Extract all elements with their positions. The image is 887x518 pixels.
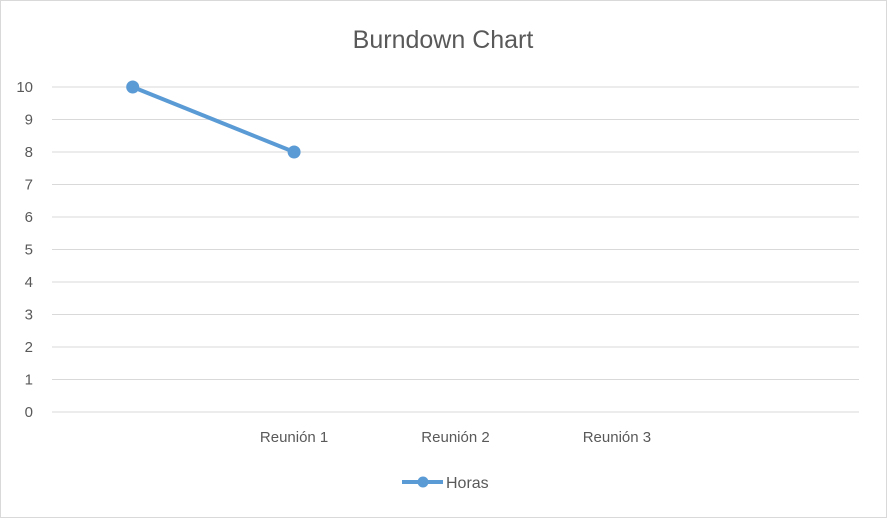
legend: Horas (402, 475, 489, 492)
chart-title: Burndown Chart (353, 26, 534, 54)
x-tick-label: Reunión 3 (583, 429, 651, 446)
y-tick-label: 2 (25, 339, 33, 356)
legend-label-horas: Horas (446, 475, 489, 492)
series-layer (126, 80, 301, 159)
x-axis-ticks: Reunión 1 Reunión 2 Reunión 3 (260, 429, 651, 446)
y-tick-label: 7 (25, 177, 33, 194)
y-tick-label: 9 (25, 112, 33, 129)
y-tick-label: 5 (25, 242, 33, 259)
y-tick-label: 4 (25, 274, 33, 291)
legend-marker-horas (417, 476, 429, 488)
series-line-horas (131, 85, 295, 154)
y-tick-label: 0 (25, 404, 33, 421)
x-tick-label: Reunión 1 (260, 429, 328, 446)
data-point (287, 145, 301, 159)
y-tick-label: 3 (25, 307, 33, 324)
y-axis-ticks: 0 1 2 3 4 5 6 7 8 9 10 (16, 79, 33, 421)
y-tick-label: 10 (16, 79, 33, 96)
y-tick-label: 6 (25, 209, 33, 226)
data-point (126, 80, 140, 94)
grid-lines (52, 86, 859, 413)
y-tick-label: 8 (25, 144, 33, 161)
x-tick-label: Reunión 2 (421, 429, 489, 446)
y-tick-label: 1 (25, 372, 33, 389)
